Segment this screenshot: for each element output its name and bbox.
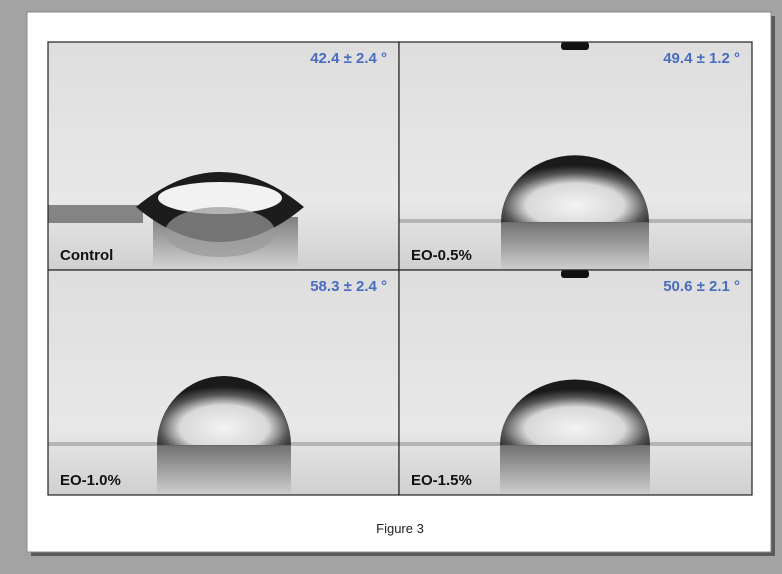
panel: 42.4 ± 2.4 ° Control [48, 42, 399, 270]
reflection [500, 445, 650, 495]
caption: Figure 3 [376, 521, 424, 536]
substrate [48, 205, 143, 223]
droplet-lower [165, 207, 275, 257]
needle [561, 42, 589, 50]
needle [561, 270, 589, 278]
page: 42.4 ± 2.4 ° Control 49.4 ± 1.2 ° EO-0.5% 58… [0, 0, 782, 574]
sample-label: EO-0.5% [411, 247, 472, 264]
figure-page: 42.4 ± 2.4 ° Control 49.4 ± 1.2 ° EO-0.5% 58… [0, 0, 782, 574]
contact-angle: 58.3 ± 2.4 ° [310, 278, 387, 295]
contact-angle: 50.6 ± 2.1 ° [663, 278, 740, 295]
panel: 58.3 ± 2.4 ° EO-1.0% [48, 270, 399, 495]
sample-label: EO-1.5% [411, 472, 472, 489]
reflection [157, 445, 291, 495]
sample-label: EO-1.0% [60, 472, 121, 489]
panel-grid: 42.4 ± 2.4 ° Control 49.4 ± 1.2 ° EO-0.5% 58… [48, 42, 752, 495]
contact-angle: 42.4 ± 2.4 ° [310, 50, 387, 67]
panel: 50.6 ± 2.1 ° EO-1.5% [399, 270, 752, 495]
reflection [501, 222, 649, 270]
contact-angle: 49.4 ± 1.2 ° [663, 50, 740, 67]
panel: 49.4 ± 1.2 ° EO-0.5% [399, 42, 752, 270]
sample-label: Control [60, 247, 113, 264]
